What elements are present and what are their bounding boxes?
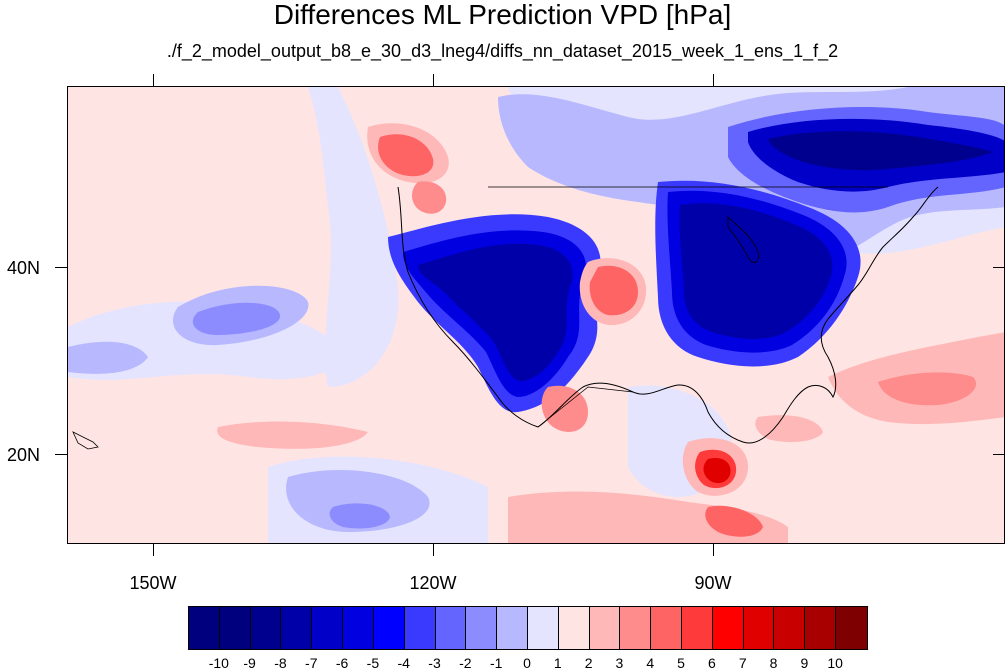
us-mexico-border — [537, 386, 634, 428]
colorbar-box — [774, 607, 806, 649]
lon-tick-90w — [713, 544, 714, 556]
colorbar-label: -10 — [208, 655, 229, 671]
colorbar-box — [743, 607, 775, 649]
lon-tick-90w-top — [713, 74, 714, 86]
colorbar-box — [558, 607, 590, 649]
hawaii — [72, 431, 99, 450]
mexico-high — [541, 385, 588, 432]
lat-tick-40n-left — [55, 267, 67, 268]
lon-tick-120w-top — [433, 74, 434, 86]
lon-label-90w: 90W — [694, 573, 732, 593]
coastline — [397, 186, 939, 444]
colorbar-label: 5 — [677, 655, 685, 671]
colorbar-label: 6 — [708, 655, 716, 671]
colorbar-box — [189, 607, 220, 649]
lat-tick-20n-left — [55, 454, 67, 455]
colorbar-label: -9 — [243, 655, 256, 671]
colorbar-box — [281, 607, 313, 649]
lon-tick-150w — [153, 544, 154, 556]
colorbar-box — [404, 607, 436, 649]
colorbar-label: 3 — [615, 655, 624, 671]
map-subtitle: ./f_2_model_output_b8_e_30_d3_lneg4/diff… — [166, 41, 839, 61]
great-lakes — [727, 216, 760, 263]
lat-label-20n: 20N — [6, 445, 40, 465]
colorbar-label: 10 — [827, 655, 843, 671]
colorbar-box — [836, 607, 867, 649]
colorbar — [188, 606, 868, 650]
colorbar-label: 9 — [800, 655, 809, 671]
colorbar-box — [651, 607, 682, 649]
colorbar-box — [589, 607, 621, 649]
colorbar-box — [527, 607, 559, 649]
colorbar-label: 4 — [646, 655, 655, 671]
colorbar-box — [712, 607, 744, 649]
colorbar-box — [620, 607, 652, 649]
lat-tick-20n-right — [993, 454, 1005, 455]
lon-label-120w: 120W — [409, 573, 457, 593]
map-panel — [67, 86, 1005, 544]
colorbar-label: -7 — [305, 655, 318, 671]
coast-light-band — [308, 87, 399, 387]
colorbar-box — [312, 607, 344, 649]
lat-tick-40n-right — [993, 267, 1005, 268]
colorbar-label: -4 — [397, 655, 410, 671]
colorbar-label: 1 — [553, 655, 562, 671]
colorbar-box — [343, 607, 374, 649]
colorbar-label: -8 — [274, 655, 287, 671]
colorbar-label: 8 — [769, 655, 778, 671]
colorbar-label: 0 — [523, 655, 531, 671]
colorbar-box — [497, 607, 528, 649]
colorbar-box — [219, 607, 251, 649]
colorbar-box — [250, 607, 282, 649]
colorbar-label: -2 — [459, 655, 472, 671]
colorbar-box — [466, 607, 498, 649]
lon-tick-150w-top — [153, 74, 154, 86]
colorbar-box — [435, 607, 467, 649]
lat-label-40n: 40N — [6, 258, 40, 278]
colorbar-box — [805, 607, 837, 649]
colorbar-label: -3 — [428, 655, 441, 671]
colorbar-label: -1 — [489, 655, 503, 671]
colorbar-box — [373, 607, 405, 649]
map-title: Differences ML Prediction VPD [hPa] — [273, 0, 732, 30]
colorbar-label: 2 — [584, 655, 593, 671]
lon-label-150w: 150W — [129, 573, 177, 593]
colorbar-label: -5 — [366, 655, 380, 671]
colorbar-label: -6 — [335, 655, 349, 671]
colorbar-box — [682, 607, 713, 649]
lon-tick-120w — [433, 544, 434, 556]
colorbar-label: 7 — [738, 655, 747, 671]
difference-field — [68, 87, 1004, 543]
south-pacific-blob — [286, 469, 430, 532]
